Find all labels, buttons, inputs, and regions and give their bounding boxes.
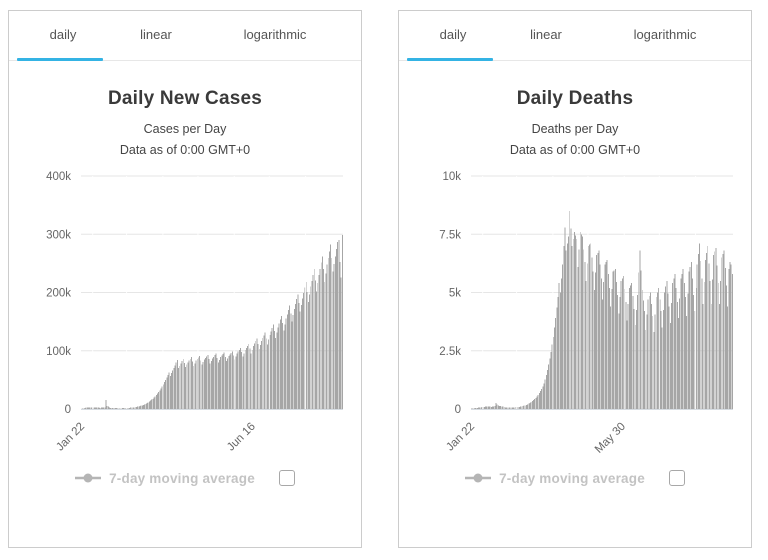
y-axis-tick-label: 400k xyxy=(46,171,71,183)
chart-subtitle: Deaths per Day Data as of 0:00 GMT+0 xyxy=(399,119,751,160)
tab-logarithmic[interactable]: logarithmic xyxy=(243,27,307,42)
chart-title: Daily New Cases xyxy=(107,88,263,109)
subtitle-line-1: Cases per Day xyxy=(143,122,227,136)
x-axis-tick-label: May 30 xyxy=(593,421,628,456)
tab-linear[interactable]: linear xyxy=(140,27,172,42)
tab-bar: daily linear logarithmic xyxy=(9,11,361,61)
y-axis-tick-label: 2.5k xyxy=(439,346,461,358)
y-axis-tick-label: 200k xyxy=(46,288,71,300)
tab-daily[interactable]: daily xyxy=(439,27,467,42)
y-axis-tick-label: 10k xyxy=(442,171,461,183)
y-axis-tick-label: 0 xyxy=(455,404,461,416)
chart-title: Daily Deaths xyxy=(516,88,634,109)
active-tab-indicator xyxy=(17,58,103,61)
tab-daily[interactable]: daily xyxy=(49,27,77,42)
x-axis-tick-label: Jan 22 xyxy=(444,421,477,454)
subtitle-line-2: Data as of 0:00 GMT+0 xyxy=(119,142,251,157)
y-axis-tick-label: 100k xyxy=(46,346,71,358)
y-axis-tick-label: 300k xyxy=(46,229,71,241)
legend-line-marker-icon xyxy=(75,473,102,483)
cases-bar-chart[interactable]: 0 100k 200k 300k 400k Jan 22 Jun 16 xyxy=(9,151,363,461)
y-axis-tick-label: 0 xyxy=(65,404,71,416)
moving-average-checkbox[interactable] xyxy=(278,470,295,486)
chart-card-deaths: daily linear logarithmic Daily Deaths De… xyxy=(398,10,752,548)
legend-label[interactable]: 7-day moving average xyxy=(109,470,255,486)
bar-series xyxy=(471,210,733,410)
y-axis-tick-label: 5k xyxy=(449,288,461,300)
chart-subtitle: Cases per Day Data as of 0:00 GMT+0 xyxy=(9,119,361,160)
subtitle-line-1: Deaths per Day xyxy=(531,122,619,136)
legend-label[interactable]: 7-day moving average xyxy=(499,470,645,486)
tab-bar: daily linear logarithmic xyxy=(399,11,751,61)
moving-average-checkbox[interactable] xyxy=(668,470,685,486)
legend-line-marker-icon xyxy=(465,473,492,483)
x-axis-tick-label: Jun 16 xyxy=(225,421,258,454)
x-axis-tick-label: Jan 22 xyxy=(54,421,87,454)
tab-logarithmic[interactable]: logarithmic xyxy=(633,27,697,42)
legend-row: 7-day moving average xyxy=(399,470,751,486)
deaths-bar-chart[interactable]: 0 2.5k 5k 7.5k 10k Jan 22 May 30 xyxy=(399,151,753,461)
active-tab-indicator xyxy=(407,58,493,61)
chart-card-cases: daily linear logarithmic Daily New Cases… xyxy=(8,10,362,548)
subtitle-line-2: Data as of 0:00 GMT+0 xyxy=(509,142,641,157)
legend-row: 7-day moving average xyxy=(9,470,361,486)
page: daily linear logarithmic Daily New Cases… xyxy=(8,10,752,548)
tab-linear[interactable]: linear xyxy=(530,27,562,42)
y-axis-tick-label: 7.5k xyxy=(439,229,461,241)
bar-series xyxy=(81,234,343,410)
